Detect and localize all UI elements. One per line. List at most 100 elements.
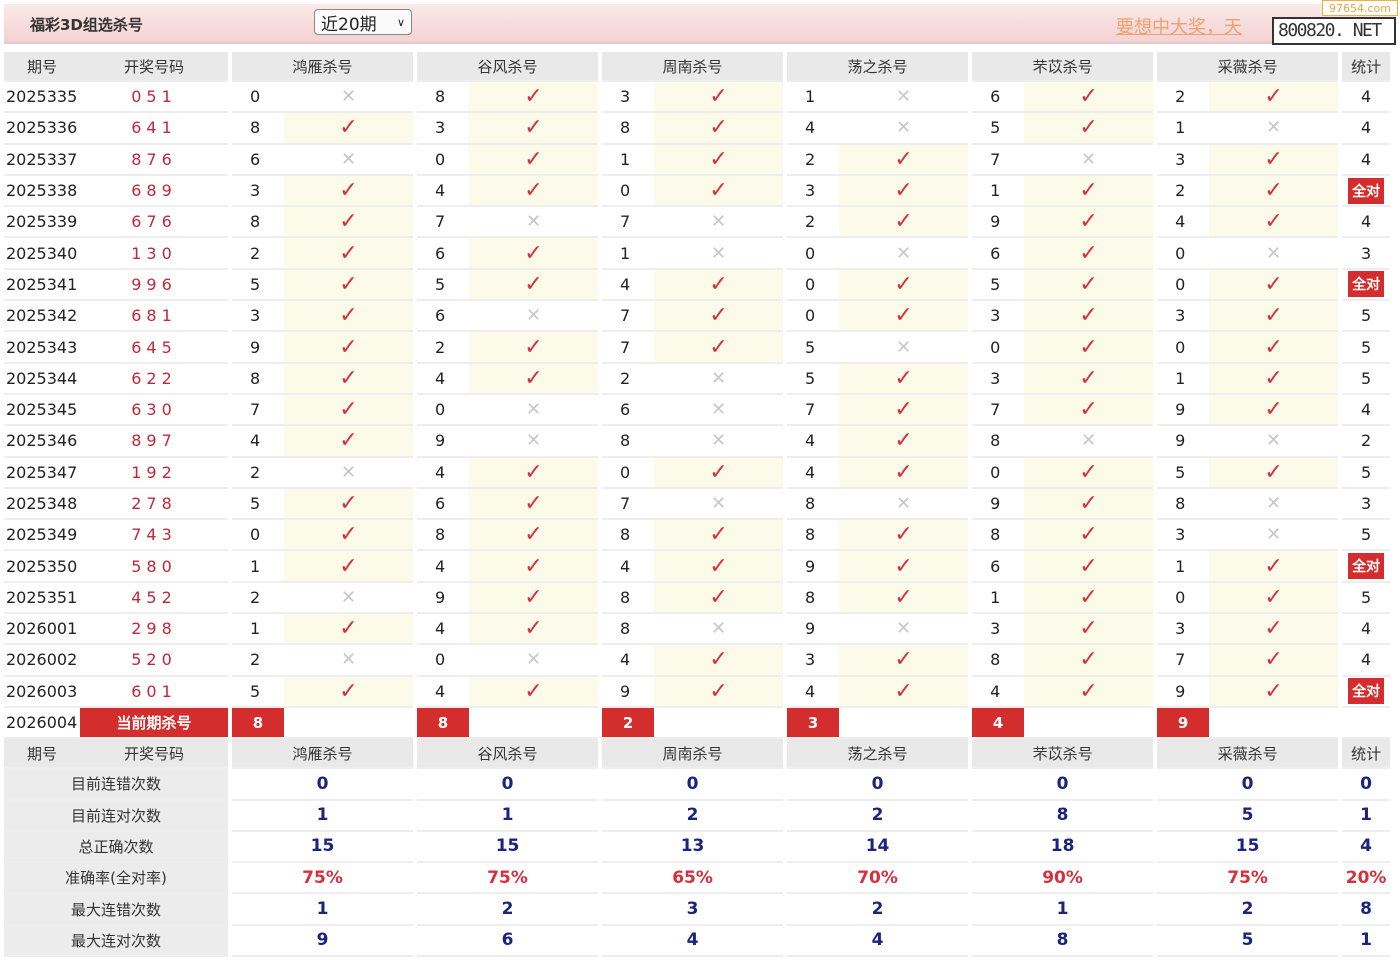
draw-number-cell: 689 [80, 174, 230, 208]
kill-number-cell: 3 [968, 362, 1025, 395]
kill-number-cell: 8 [968, 425, 1025, 458]
stats-label: 总正确次数 [4, 830, 230, 864]
issue-cell: 2025339 [4, 206, 80, 239]
check-icon: ✓ [1024, 393, 1156, 427]
stats-total: 4 [1338, 830, 1391, 864]
stat-cell: 4 [1338, 613, 1391, 646]
kill-number-cell: 0 [598, 174, 655, 208]
check-icon: ✓ [1209, 456, 1341, 489]
stats-value: 75% [227, 862, 416, 895]
table-row: 2025339 676 8 ✓ 7 ✕ 7 ✕ 2 ✓ 9 ✓ 4 ✓ 4 [4, 206, 1391, 239]
check-icon: ✓ [1024, 300, 1156, 333]
kill-number-cell: 8 [413, 81, 470, 114]
stat-cell: 全对 [1338, 268, 1391, 302]
stats-label: 最大连对次数 [4, 924, 230, 958]
kill-number-cell: 2 [598, 362, 655, 395]
cross-icon: ✕ [469, 393, 601, 427]
table-row: 2025342 681 3 ✓ 6 ✕ 7 ✓ 0 ✓ 3 ✓ 3 ✓ 5 [4, 300, 1391, 333]
stats-value: 15 [413, 830, 601, 864]
draw-number-cell: 192 [80, 456, 230, 489]
check-icon: ✓ [284, 487, 416, 521]
draw-number-cell: 051 [80, 81, 230, 114]
cross-icon: ✕ [1209, 487, 1341, 521]
stats-row: 最大连对次数 9 6 4 4 8 5 1 [4, 924, 1391, 958]
check-icon: ✓ [839, 174, 971, 208]
check-icon: ✓ [1024, 206, 1156, 239]
col-header-group: 采薇杀号 [1153, 52, 1341, 82]
kill-number-cell: 4 [783, 675, 840, 708]
kill-number-cell: 0 [1153, 331, 1210, 364]
stats-value: 70% [783, 862, 971, 895]
cross-icon: ✕ [654, 487, 786, 521]
check-icon: ✓ [1024, 331, 1156, 364]
kill-number-cell: 5 [228, 268, 284, 302]
check-icon: ✓ [654, 268, 786, 302]
kill-number-cell: 7 [228, 393, 284, 427]
check-icon: ✓ [284, 425, 416, 458]
col-header-group: 荡之杀号 [783, 738, 971, 770]
stats-label: 目前连错次数 [4, 768, 230, 801]
kill-number-cell: 7 [1153, 644, 1210, 677]
kill-number-cell: 1 [598, 237, 655, 270]
cross-icon: ✕ [469, 206, 601, 239]
check-icon: ✓ [284, 362, 416, 395]
stats-total: 1 [1338, 799, 1391, 832]
stats-row: 准确率(全对率) 75% 75% 65% 70% 90% 75% 20% [4, 862, 1391, 895]
stat-cell: 4 [1338, 393, 1391, 427]
check-icon: ✓ [284, 174, 416, 208]
kill-number-cell: 4 [783, 456, 840, 489]
stats-row: 总正确次数 15 15 13 14 18 15 4 [4, 830, 1391, 864]
cross-icon: ✕ [654, 393, 786, 427]
check-icon: ✓ [1209, 581, 1341, 615]
cross-icon: ✕ [284, 143, 416, 176]
check-icon: ✓ [1209, 300, 1341, 333]
kill-number-cell: 4 [413, 613, 470, 646]
chevron-down-icon: ∨ [396, 15, 405, 29]
kill-number-cell: 4 [413, 174, 470, 208]
check-icon: ✓ [469, 487, 601, 521]
stat-cell: 4 [1338, 644, 1391, 677]
check-icon: ✓ [284, 206, 416, 239]
issue-cell: 2025350 [4, 550, 80, 583]
check-icon: ✓ [284, 300, 416, 333]
table-row: 2025346 897 4 ✓ 9 ✕ 8 ✕ 4 ✓ 8 ✕ 9 ✕ 2 [4, 425, 1391, 458]
cross-icon: ✕ [654, 237, 786, 270]
col-header-group: 芣苡杀号 [968, 52, 1156, 82]
kill-number-cell: 3 [228, 174, 284, 208]
kill-number-cell: 5 [783, 331, 840, 364]
check-icon: ✓ [654, 519, 786, 552]
stats-value: 18 [968, 830, 1156, 864]
check-icon: ✓ [654, 331, 786, 364]
kill-number-cell: 8 [598, 581, 655, 615]
check-icon: ✓ [1024, 613, 1156, 646]
stat-cell: 全对 [1338, 550, 1391, 583]
kill-number-cell: 2 [783, 206, 840, 239]
check-icon: ✓ [469, 581, 601, 615]
promo-link[interactable]: 要想中大奖，天 [1116, 17, 1242, 38]
kill-number-cell: 6 [968, 237, 1025, 270]
col-header-group: 谷风杀号 [413, 738, 601, 770]
kill-number-cell: 5 [1153, 456, 1210, 489]
kill-number-cell: 0 [413, 393, 470, 427]
table-row: 2025348 278 5 ✓ 6 ✓ 7 ✕ 8 ✕ 9 ✓ 8 ✕ 3 [4, 487, 1391, 521]
check-icon: ✓ [839, 581, 971, 615]
stats-value: 2 [783, 799, 971, 832]
check-icon: ✓ [1209, 550, 1341, 583]
site-watermark: 800820. NET [1272, 17, 1396, 45]
period-select[interactable]: 近20期 ∨ [314, 9, 412, 35]
check-icon: ✓ [654, 143, 786, 176]
check-icon: ✓ [469, 550, 601, 583]
kill-number-cell: 1 [598, 143, 655, 176]
col-header-issue: 期号 [4, 52, 80, 82]
col-header-group: 周南杀号 [598, 738, 786, 770]
draw-number-cell: 996 [80, 268, 230, 302]
stats-value: 6 [413, 924, 601, 958]
kill-number-cell: 4 [1153, 206, 1210, 239]
cross-icon: ✕ [284, 581, 416, 615]
issue-cell: 2026001 [4, 613, 80, 646]
stat-cell: 2 [1338, 425, 1391, 458]
all-correct-badge: 全对 [1348, 271, 1385, 298]
check-icon: ✓ [469, 675, 601, 708]
check-icon: ✓ [1209, 268, 1341, 302]
kill-number-cell: 8 [783, 487, 840, 521]
